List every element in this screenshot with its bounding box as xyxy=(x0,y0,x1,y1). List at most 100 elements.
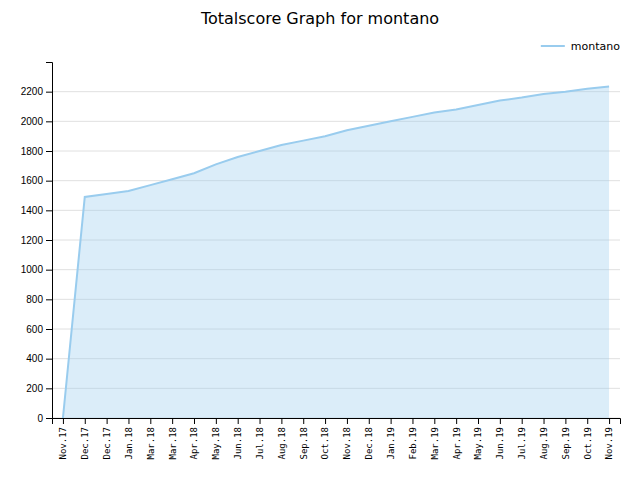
y-tick-label: 2200 xyxy=(21,86,44,97)
x-tick-mark xyxy=(456,418,457,424)
x-tick: Dec.17 xyxy=(102,418,112,460)
x-tick-label: May.18 xyxy=(211,427,221,460)
y-tick-label: 1000 xyxy=(21,264,44,275)
x-tick-mark xyxy=(587,418,588,424)
y-tick-mark xyxy=(46,121,52,122)
x-tick: Dec.17 xyxy=(80,418,90,460)
x-tick-label: Nov.18 xyxy=(342,427,352,460)
x-tick-mark xyxy=(325,418,326,424)
y-tick: 200 xyxy=(26,383,52,394)
y-tick-label: 400 xyxy=(26,353,43,364)
y-tick-mark xyxy=(46,270,52,271)
x-tick: Jun.19 xyxy=(495,418,505,460)
chart: Nov.17 Dec.17 Dec.17 Jan.18 Mar.18 Mar.18 Apr.… xyxy=(0,0,640,480)
y-tick-label: 0 xyxy=(37,413,43,424)
x-tick-mark xyxy=(522,418,523,424)
x-tick-label: Apr.19 xyxy=(452,427,462,460)
x-tick-mark xyxy=(391,418,392,424)
x-tick-label: Feb.19 xyxy=(408,427,418,460)
y-tick-mark xyxy=(46,210,52,211)
x-tick-label: Sep.19 xyxy=(561,427,571,460)
x-tick-mark xyxy=(500,418,501,424)
line xyxy=(63,86,609,418)
y-tick-mark xyxy=(46,329,52,330)
y-tick-label: 1400 xyxy=(21,205,44,216)
x-tick: Mar.18 xyxy=(168,418,178,460)
x-tick-label: Apr.18 xyxy=(189,427,199,460)
y-tick-label: 1800 xyxy=(21,146,44,157)
x-tick: Sep.19 xyxy=(561,418,571,460)
x-tick-mark xyxy=(544,418,545,424)
x-tick-mark xyxy=(260,418,261,424)
x-tick-mark xyxy=(128,418,129,424)
x-tick: Sep.18 xyxy=(299,418,309,460)
y-tick: 2200 xyxy=(21,86,52,97)
y-tick: 1800 xyxy=(21,146,52,157)
x-tick-mark xyxy=(216,418,217,424)
x-tick-mark xyxy=(238,418,239,424)
area xyxy=(63,86,609,418)
x-tick-label: Oct.19 xyxy=(583,427,593,460)
x-tick-mark xyxy=(609,418,610,424)
y-tick: 1200 xyxy=(21,235,52,246)
x-tick: Mar.19 xyxy=(430,418,440,460)
x-tick: Jul.19 xyxy=(517,418,527,460)
x-tick-label: Jun.19 xyxy=(495,427,505,460)
x-tick-mark xyxy=(281,418,282,424)
y-tick: 0 xyxy=(37,413,52,424)
x-tick-mark xyxy=(434,418,435,424)
x-axis: Nov.17 Dec.17 Dec.17 Jan.18 Mar.18 Mar.18 Apr.… xyxy=(53,418,621,460)
x-tick: Mar.18 xyxy=(146,418,156,460)
x-tick-label: Sep.18 xyxy=(299,427,309,460)
x-tick: Jan.19 xyxy=(386,418,396,460)
legend: montano xyxy=(541,40,620,53)
grid-line xyxy=(52,91,620,92)
x-tick-label: Dec.17 xyxy=(102,427,112,460)
y-tick-mark xyxy=(46,151,52,152)
x-tick-mark xyxy=(347,418,348,424)
x-tick: Apr.18 xyxy=(189,418,199,460)
x-tick-mark xyxy=(194,418,195,424)
x-tick-mark xyxy=(63,418,64,424)
plot: Nov.17 Dec.17 Dec.17 Jan.18 Mar.18 Mar.18 Apr.… xyxy=(21,63,621,460)
x-tick-mark xyxy=(565,418,566,424)
y-tick-mark xyxy=(46,388,52,389)
x-tick-label: May.19 xyxy=(473,427,483,460)
legend-label: montano xyxy=(571,40,620,53)
x-tick-mark xyxy=(107,418,108,424)
x-tick-mark xyxy=(150,418,151,424)
x-tick: Nov.18 xyxy=(342,418,352,460)
x-tick: Apr.19 xyxy=(452,418,462,460)
y-tick-mark xyxy=(46,92,52,93)
x-tick-label: Dec.18 xyxy=(364,427,374,460)
title: Totalscore Graph for montano xyxy=(200,9,439,28)
x-tick-mark xyxy=(369,418,370,424)
x-tick-label: Jun.18 xyxy=(233,427,243,460)
x-tick-label: Nov.19 xyxy=(604,427,614,460)
y-tick-label: 800 xyxy=(26,294,43,305)
x-tick-label: Jan.18 xyxy=(124,427,134,460)
legend-swatch xyxy=(541,45,565,47)
y-tick-label: 2000 xyxy=(21,116,44,127)
x-tick: Feb.19 xyxy=(408,418,418,460)
x-tick-label: Dec.17 xyxy=(80,427,90,460)
x-axis-line xyxy=(53,419,621,425)
x-tick-label: Nov.17 xyxy=(58,427,68,460)
x-tick: May.19 xyxy=(473,418,483,460)
x-tick-mark xyxy=(303,418,304,424)
y-tick: 1000 xyxy=(21,264,52,275)
x-tick: Aug.18 xyxy=(277,418,287,460)
y-tick: 600 xyxy=(26,324,52,335)
x-tick-mark xyxy=(172,418,173,424)
marks xyxy=(63,86,609,418)
y-axis: 0200400600800100012001400160018002000220… xyxy=(21,63,53,424)
x-tick: Jan.18 xyxy=(124,418,134,460)
x-tick-label: Jan.19 xyxy=(386,427,396,460)
legend-item: montano xyxy=(541,40,620,53)
y-tick-label: 1200 xyxy=(21,235,44,246)
y-tick-mark xyxy=(46,418,52,419)
x-tick: Oct.18 xyxy=(320,418,330,460)
x-tick-mark xyxy=(412,418,413,424)
y-tick-mark xyxy=(46,359,52,360)
y-tick: 2000 xyxy=(21,116,52,127)
